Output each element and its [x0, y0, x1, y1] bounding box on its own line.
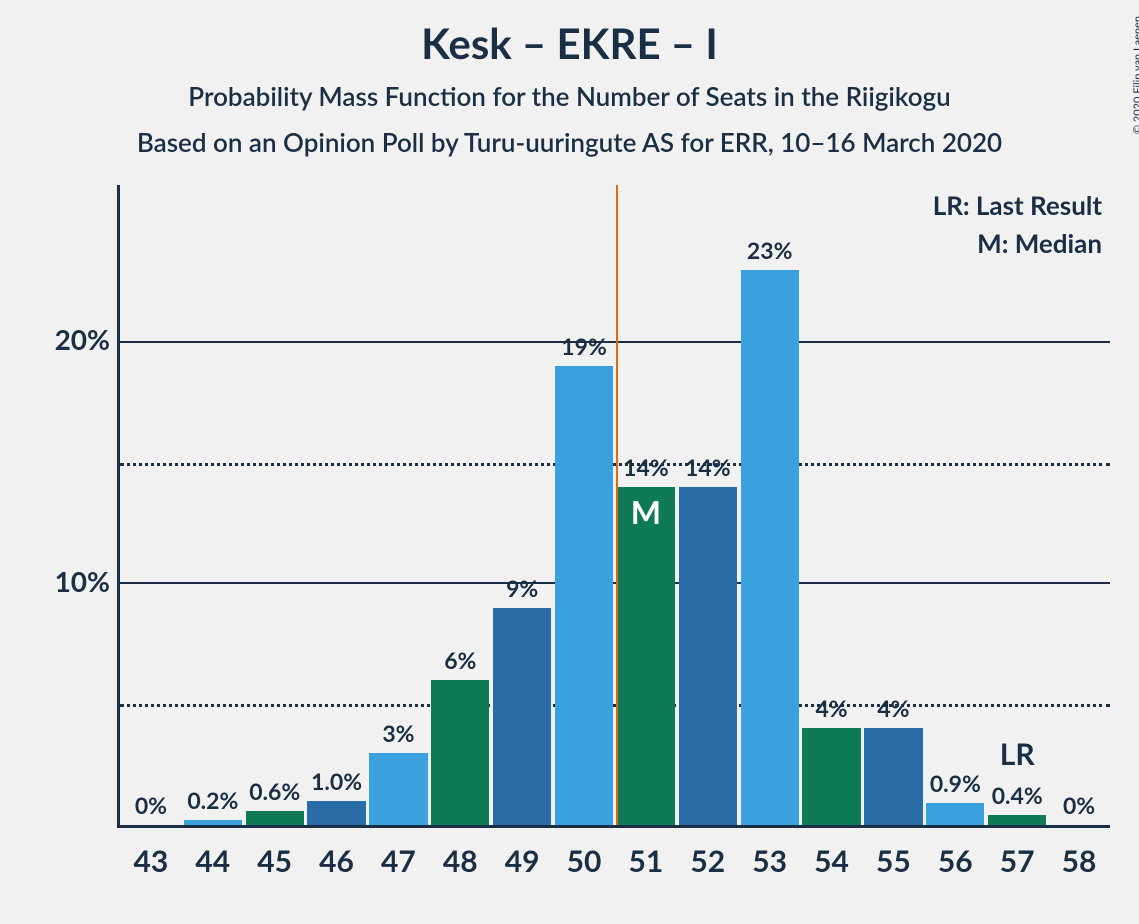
bar-value-label: 14%: [677, 453, 739, 481]
x-tick-label: 50: [553, 843, 615, 879]
bar: [802, 728, 860, 825]
bar-value-label: 3%: [368, 719, 430, 747]
x-tick-label: 47: [368, 843, 430, 879]
y-tick-label: 10%: [20, 564, 110, 598]
chart-subtitle-1: Probability Mass Function for the Number…: [0, 80, 1139, 112]
copyright-text: © 2020 Filip van Laenen: [1131, 16, 1139, 134]
x-tick-label: 57: [986, 843, 1048, 879]
bar: [493, 608, 551, 825]
bar-value-label: 1.0%: [306, 767, 368, 795]
x-tick-label: 58: [1048, 843, 1110, 879]
bar: [307, 801, 365, 825]
x-tick-label: 55: [863, 843, 925, 879]
y-tick-label: 20%: [20, 322, 110, 356]
bar: [617, 487, 675, 825]
bar-value-label: 0.9%: [924, 769, 986, 797]
bar-value-label: 14%: [615, 453, 677, 481]
legend-line-m: M: Median: [977, 227, 1102, 259]
bar-value-label: 0%: [120, 791, 182, 819]
x-axis-line: [117, 825, 1110, 828]
last-result-label: LR: [986, 736, 1048, 772]
bar-value-label: 0.4%: [986, 781, 1048, 809]
x-tick-label: 54: [801, 843, 863, 879]
bar: [741, 270, 799, 825]
x-tick-label: 46: [306, 843, 368, 879]
bar-value-label: 0.2%: [182, 786, 244, 814]
x-tick-label: 56: [924, 843, 986, 879]
x-tick-label: 51: [615, 843, 677, 879]
bar-value-label: 4%: [801, 694, 863, 722]
chart-title: Kesk – EKRE – I: [0, 18, 1139, 68]
bar-value-label: 6%: [429, 646, 491, 674]
bar: [369, 753, 427, 825]
x-tick-label: 53: [739, 843, 801, 879]
y-axis-line: [117, 185, 120, 828]
chart-subtitle-2: Based on an Opinion Poll by Turu-uuringu…: [0, 126, 1139, 158]
bar: [246, 811, 304, 825]
x-tick-label: 44: [182, 843, 244, 879]
x-tick-label: 49: [491, 843, 553, 879]
bar-value-label: 4%: [863, 694, 925, 722]
x-tick-label: 52: [677, 843, 739, 879]
x-tick-label: 43: [120, 843, 182, 879]
plot-area: M 0%0.2%0.6%1.0%3%6%9%19%14%14%23%4%4%0.…: [120, 185, 1110, 825]
bar: [926, 803, 984, 825]
bar: [988, 815, 1046, 825]
x-tick-label: 45: [244, 843, 306, 879]
bar-value-label: 9%: [491, 574, 553, 602]
x-tick-label: 48: [429, 843, 491, 879]
bar: [679, 487, 737, 825]
bar-value-label: 23%: [739, 236, 801, 264]
median-letter: M: [617, 492, 675, 531]
legend-line-lr: LR: Last Result: [933, 189, 1102, 221]
bar-value-label: 19%: [553, 332, 615, 360]
bar: [555, 366, 613, 825]
bar: [431, 680, 489, 825]
bar: [864, 728, 922, 825]
bar-value-label: 0%: [1048, 791, 1110, 819]
bar-value-label: 0.6%: [244, 777, 306, 805]
